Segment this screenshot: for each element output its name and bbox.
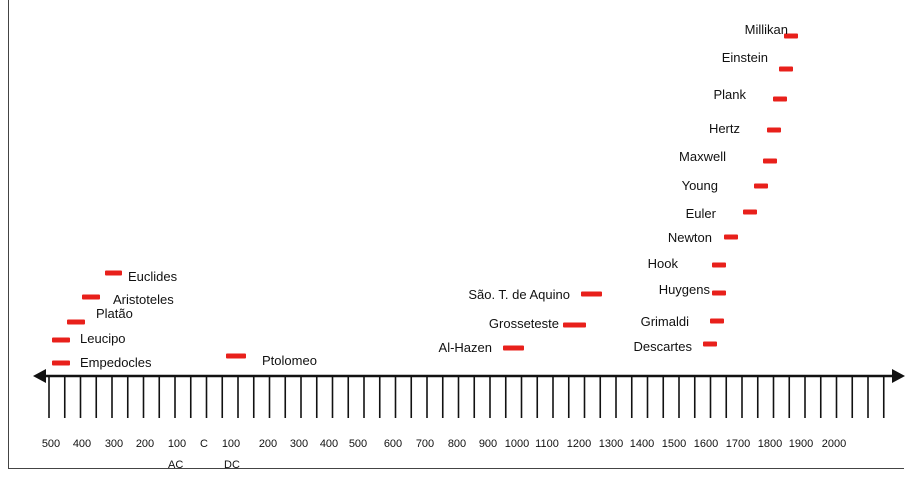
figure-frame [8, 0, 904, 469]
scientist-name: Descartes [633, 339, 692, 354]
scientist-name: Maxwell [679, 149, 726, 164]
scientist-name: Leucipo [80, 331, 126, 346]
lifespan-bar [763, 158, 777, 164]
scientist-huygens: Huygens [659, 282, 726, 297]
scientist-name: Platão [96, 306, 133, 321]
scientist-name: São. T. de Aquino [468, 287, 570, 302]
axis-tick-labels: 500 400 300 200 100 C 100 200 300 400 500 600 700 800… [42, 438, 846, 450]
lifespan-bar [710, 318, 724, 324]
lifespan-bar [724, 234, 738, 240]
scientist-name: Empedocles [80, 355, 152, 370]
axis-tick-label: 300 [290, 438, 308, 450]
lifespan-bar [712, 290, 726, 296]
lifespan-bar [52, 337, 70, 343]
scientist-hook: Hook [648, 256, 726, 271]
axis-tick-label: 400 [73, 438, 91, 450]
axis-tick-label: 1300 [599, 438, 623, 450]
scientist-hertz: Hertz [709, 121, 781, 136]
scientist-markers: Millikan Einstein Plank Hertz Maxwell Young Eu… [52, 22, 798, 370]
lifespan-bar [773, 96, 787, 102]
lifespan-bar [67, 319, 85, 325]
scientist-young: Young [682, 178, 768, 193]
scientist-sao-t-de-aquino: São. T. de Aquino [468, 287, 602, 302]
scientist-einstein: Einstein [722, 50, 793, 72]
axis-tick-label: 900 [479, 438, 497, 450]
lifespan-bar [784, 33, 798, 39]
scientist-euclides: Euclides [105, 269, 178, 284]
axis-tick-label: 700 [416, 438, 434, 450]
scientist-maxwell: Maxwell [679, 149, 777, 164]
scientist-name: Young [682, 178, 718, 193]
lifespan-bar [581, 291, 602, 297]
axis-tick-label: 1200 [567, 438, 591, 450]
scientist-ptolomeo: Ptolomeo [226, 353, 317, 368]
axis-tick-label: 300 [105, 438, 123, 450]
axis-tick-label: 1000 [505, 438, 529, 450]
scientist-name: Grosseteste [489, 316, 559, 331]
lifespan-bar [226, 353, 246, 359]
axis-tick-label: 500 [349, 438, 367, 450]
lifespan-bar [703, 341, 717, 347]
scientist-aristoteles: Aristoteles [82, 292, 174, 307]
lifespan-bar [712, 262, 726, 268]
scientist-grosseteste: Grosseteste [489, 316, 586, 331]
scientist-name: Al-Hazen [439, 340, 492, 355]
scientist-newton: Newton [668, 230, 738, 245]
axis-tick-label: 2000 [822, 438, 846, 450]
scientist-euler: Euler [686, 206, 757, 221]
lifespan-bar [105, 270, 122, 276]
scientist-descartes: Descartes [633, 339, 717, 354]
right-arrow-icon [892, 369, 905, 383]
axis-tick-label: 1500 [662, 438, 686, 450]
scientist-empedocles: Empedocles [52, 355, 152, 370]
axis-tick-label: 1900 [789, 438, 813, 450]
scientist-millikan: Millikan [745, 22, 798, 39]
era-label-ad: DC [224, 459, 240, 471]
scientist-plank: Plank [713, 87, 787, 102]
lifespan-bar [52, 360, 70, 366]
lifespan-bar [743, 209, 757, 215]
axis-tick-label: 100 [222, 438, 240, 450]
scientist-name: Ptolomeo [262, 353, 317, 368]
scientist-grimaldi: Grimaldi [641, 314, 724, 329]
axis-tick-label: 400 [320, 438, 338, 450]
axis-tick-label: 500 [42, 438, 60, 450]
axis-tick-label: 1700 [726, 438, 750, 450]
lifespan-bar [779, 66, 793, 72]
scientist-name: Hook [648, 256, 679, 271]
scientist-al-hazen: Al-Hazen [439, 340, 524, 355]
lifespan-bar [82, 294, 100, 300]
axis-tick-label: 1600 [694, 438, 718, 450]
lifespan-bar [767, 127, 781, 133]
axis-tick-label: 200 [136, 438, 154, 450]
axis-tick-label: C [200, 438, 208, 450]
scientist-name: Grimaldi [641, 314, 690, 329]
era-label-bc: AC [168, 459, 183, 471]
scientist-name: Euclides [128, 269, 178, 284]
left-arrow-icon [33, 369, 46, 383]
scientist-name: Aristoteles [113, 292, 174, 307]
scientist-name: Hertz [709, 121, 740, 136]
axis-tick-label: 600 [384, 438, 402, 450]
scientist-name: Einstein [722, 50, 768, 65]
axis-tick-label: 100 [168, 438, 186, 450]
scientist-name: Newton [668, 230, 712, 245]
axis-tick-label: 1100 [535, 438, 559, 450]
lifespan-bar [754, 183, 768, 189]
lifespan-bar [563, 322, 586, 328]
axis-tick-label: 200 [259, 438, 277, 450]
lifespan-bar [503, 345, 524, 351]
axis-tick-label: 1400 [630, 438, 654, 450]
scientist-platao: Platão [67, 306, 133, 325]
axis-tick-label: 800 [448, 438, 466, 450]
scientist-name: Millikan [745, 22, 788, 37]
scientist-name: Plank [713, 87, 746, 102]
scientist-leucipo: Leucipo [52, 331, 126, 346]
axis-tick-label: 1800 [758, 438, 782, 450]
scientist-name: Huygens [659, 282, 711, 297]
scientist-name: Euler [686, 206, 717, 221]
axis-ticks [48, 376, 885, 418]
